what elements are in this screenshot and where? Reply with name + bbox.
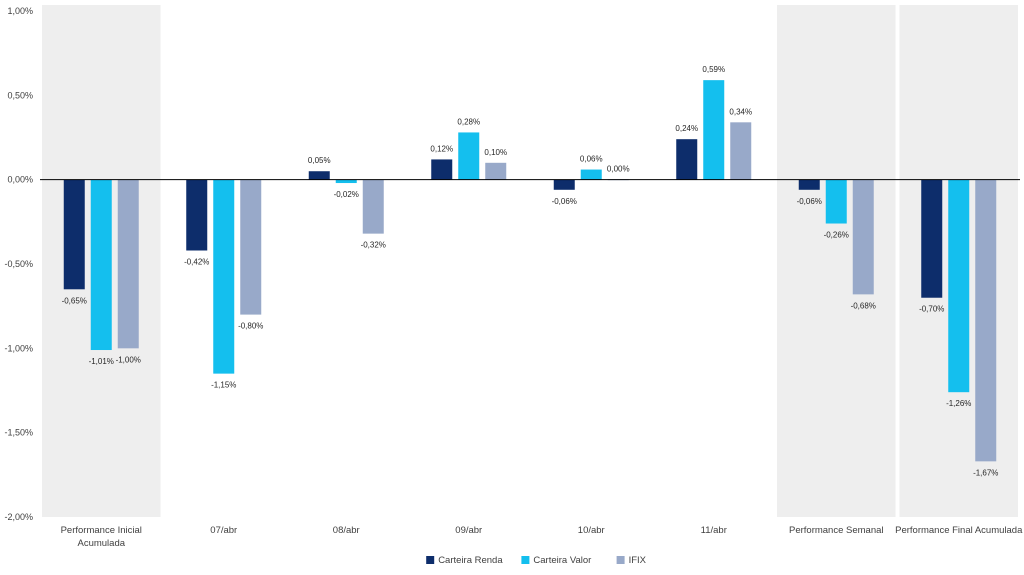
bar: [798, 179, 820, 190]
y-axis-ticks: 1,00% 0,50% 0,00% -0,50% -1,00% -1,50% -2,00%: [4, 6, 33, 522]
shaded-background: [777, 5, 896, 517]
category-label: Performance Final Acumulada: [895, 525, 1023, 536]
category-label: Acumulada: [77, 538, 125, 549]
bar: [730, 122, 752, 180]
data-label: 0,24%: [675, 124, 698, 133]
data-label: -0,42%: [184, 258, 209, 267]
data-label: -0,32%: [361, 241, 386, 250]
bar: [458, 132, 480, 180]
bar: [580, 169, 602, 180]
category-label: 09/abr: [455, 525, 482, 536]
data-label: 0,12%: [430, 144, 453, 153]
bar: [362, 179, 384, 234]
bar: [308, 171, 330, 180]
data-label: 0,34%: [729, 107, 752, 116]
bar: [852, 179, 874, 295]
bar: [240, 179, 262, 315]
legend-label: Carteira Renda: [438, 555, 503, 566]
bar: [431, 159, 453, 180]
y-tick-label: -2,00%: [4, 512, 33, 522]
category-label: Performance Semanal: [789, 525, 884, 536]
bar: [975, 179, 997, 462]
data-label: -1,15%: [211, 381, 236, 390]
data-label: -0,06%: [552, 197, 577, 206]
legend-swatch: [616, 556, 625, 564]
category-label: 08/abr: [333, 525, 360, 536]
data-label: 0,05%: [308, 156, 331, 165]
legend-swatch: [426, 556, 435, 564]
bar: [703, 80, 725, 180]
bar: [117, 179, 139, 349]
bar: [676, 139, 698, 180]
category-label: 07/abr: [210, 525, 237, 536]
data-label: -0,65%: [62, 296, 87, 305]
bar: [90, 179, 112, 351]
bar: [553, 179, 575, 190]
data-label: -0,02%: [334, 190, 359, 199]
category-label: 11/abr: [701, 525, 727, 536]
data-label: -1,00%: [116, 355, 141, 364]
data-labels: -0,65% -1,01% -1,00% -0,42% -1,15% -0,80% 0,05…: [62, 65, 999, 477]
y-tick-label: -1,00%: [4, 343, 33, 353]
bar: [213, 179, 235, 374]
bar: [825, 179, 847, 224]
data-label: -0,80%: [238, 322, 263, 331]
bar: [485, 162, 507, 180]
data-label: -0,70%: [919, 305, 944, 314]
bars: [63, 80, 997, 462]
bar: [921, 179, 943, 298]
data-label: 0,10%: [484, 148, 507, 157]
data-label: 0,59%: [702, 65, 725, 74]
y-tick-label: -1,50%: [4, 428, 33, 438]
data-label: -1,26%: [946, 399, 971, 408]
legend-label: IFIX: [629, 555, 647, 566]
y-tick-label: -0,50%: [4, 259, 33, 269]
data-label: -0,26%: [824, 231, 849, 240]
y-tick-label: 1,00%: [7, 6, 33, 16]
y-tick-label: 0,00%: [7, 175, 33, 185]
data-label: -1,01%: [89, 357, 114, 366]
bar: [948, 179, 970, 393]
y-tick-label: 0,50%: [7, 90, 33, 100]
category-label: Performance Inicial: [61, 525, 142, 536]
bar: [63, 179, 85, 290]
data-label: -0,68%: [851, 301, 876, 310]
bar: [186, 179, 208, 251]
legend: Carteira Renda Carteira Valor IFIX: [426, 555, 647, 566]
data-label: 0,00%: [607, 165, 630, 174]
category-label: 10/abr: [578, 525, 605, 536]
category-labels: Performance Inicial Acumulada 07/abr 08/abr…: [61, 525, 1023, 549]
bar: [335, 179, 357, 184]
shaded-backgrounds: [42, 5, 1018, 517]
data-label: 0,06%: [580, 155, 603, 164]
data-label: -1,67%: [973, 468, 998, 477]
legend-swatch: [521, 556, 530, 564]
data-label: 0,28%: [457, 117, 480, 126]
data-label: -0,06%: [797, 197, 822, 206]
legend-label: Carteira Valor: [533, 555, 591, 566]
